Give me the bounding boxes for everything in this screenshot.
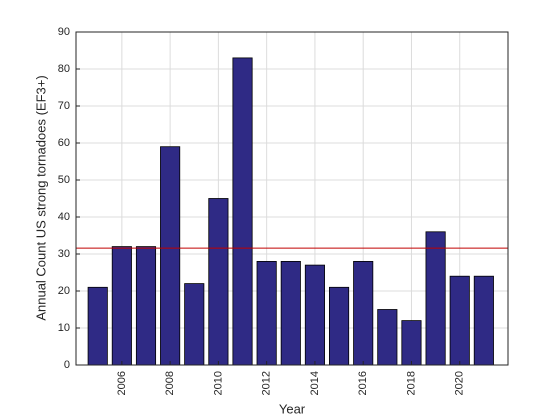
bar	[111, 246, 132, 366]
x-tick-label: 2014	[309, 371, 321, 395]
y-tick-label: 40	[58, 211, 70, 223]
bar	[280, 260, 301, 366]
bar	[401, 320, 422, 366]
x-tick-label: 2010	[212, 371, 224, 395]
y-tick-label: 90	[58, 26, 70, 38]
bar	[473, 275, 494, 366]
x-tick-label: 2016	[357, 371, 369, 395]
x-tick-label: 2008	[164, 371, 176, 395]
plot-frame	[75, 31, 509, 366]
bar	[208, 198, 229, 366]
y-tick-label: 60	[58, 137, 70, 149]
y-tick-label: 0	[64, 359, 70, 371]
bar	[184, 283, 205, 366]
bar	[449, 275, 470, 366]
bar	[329, 286, 350, 366]
x-tick-label: 2006	[116, 371, 128, 395]
bar	[377, 309, 398, 366]
y-tick-label: 10	[58, 322, 70, 334]
bar	[353, 260, 374, 366]
bar	[87, 286, 108, 366]
x-axis-label: Year	[279, 401, 306, 416]
bar	[232, 57, 253, 366]
marks	[76, 57, 508, 366]
y-tick-label: 50	[58, 174, 70, 186]
y-tick-label: 30	[58, 248, 70, 260]
bar	[304, 264, 325, 366]
y-tick-label: 20	[58, 285, 70, 297]
y-tick-label: 70	[58, 100, 70, 112]
bar	[256, 260, 277, 366]
x-tick-label: 2018	[405, 371, 417, 395]
y-axis-label: Annual Count US strong tornadoes (EF3+)	[33, 75, 48, 320]
bar	[135, 246, 157, 366]
bar	[425, 231, 446, 366]
y-tick-label: 80	[58, 63, 70, 75]
x-tick-label: 2012	[261, 371, 273, 395]
x-tick-label: 2020	[454, 371, 466, 395]
bar	[160, 146, 181, 366]
